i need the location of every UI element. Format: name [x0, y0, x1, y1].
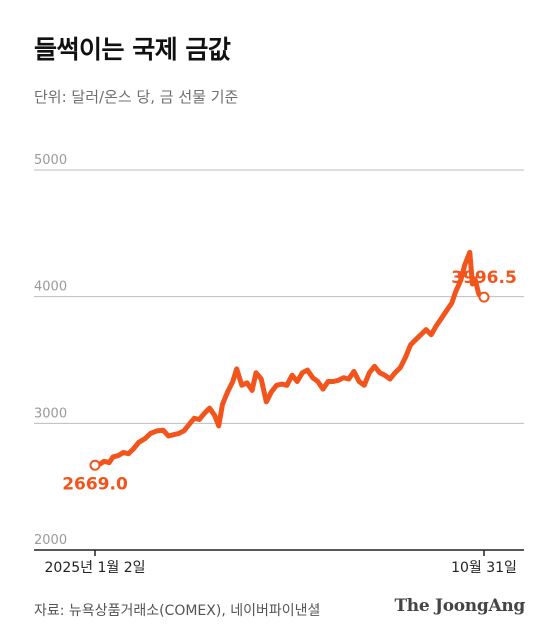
price-series-line — [92, 249, 487, 468]
source-note: 자료: 뉴욕상품거래소(COMEX), 네이버파이낸셜 — [34, 603, 321, 619]
chart-title: 들썩이는 국제 금값 — [34, 35, 231, 64]
data-label: 3996.5 — [451, 268, 517, 288]
data-label: 2669.0 — [62, 474, 128, 494]
x-tick-label: 10월 31일 — [451, 560, 517, 576]
brand-logo: The JoongAng — [394, 596, 525, 616]
data-point-marker — [89, 459, 101, 471]
y-tick-label: 2000 — [34, 533, 67, 548]
x-tick-label: 2025년 1월 2일 — [45, 560, 146, 576]
unit-note: 단위: 달러/온스 당, 금 선물 기준 — [34, 88, 239, 106]
y-tick-label: 5000 — [34, 153, 67, 168]
y-tick-label: 4000 — [34, 280, 67, 295]
data-point-marker — [478, 291, 490, 303]
y-tick-label: 3000 — [34, 406, 67, 421]
